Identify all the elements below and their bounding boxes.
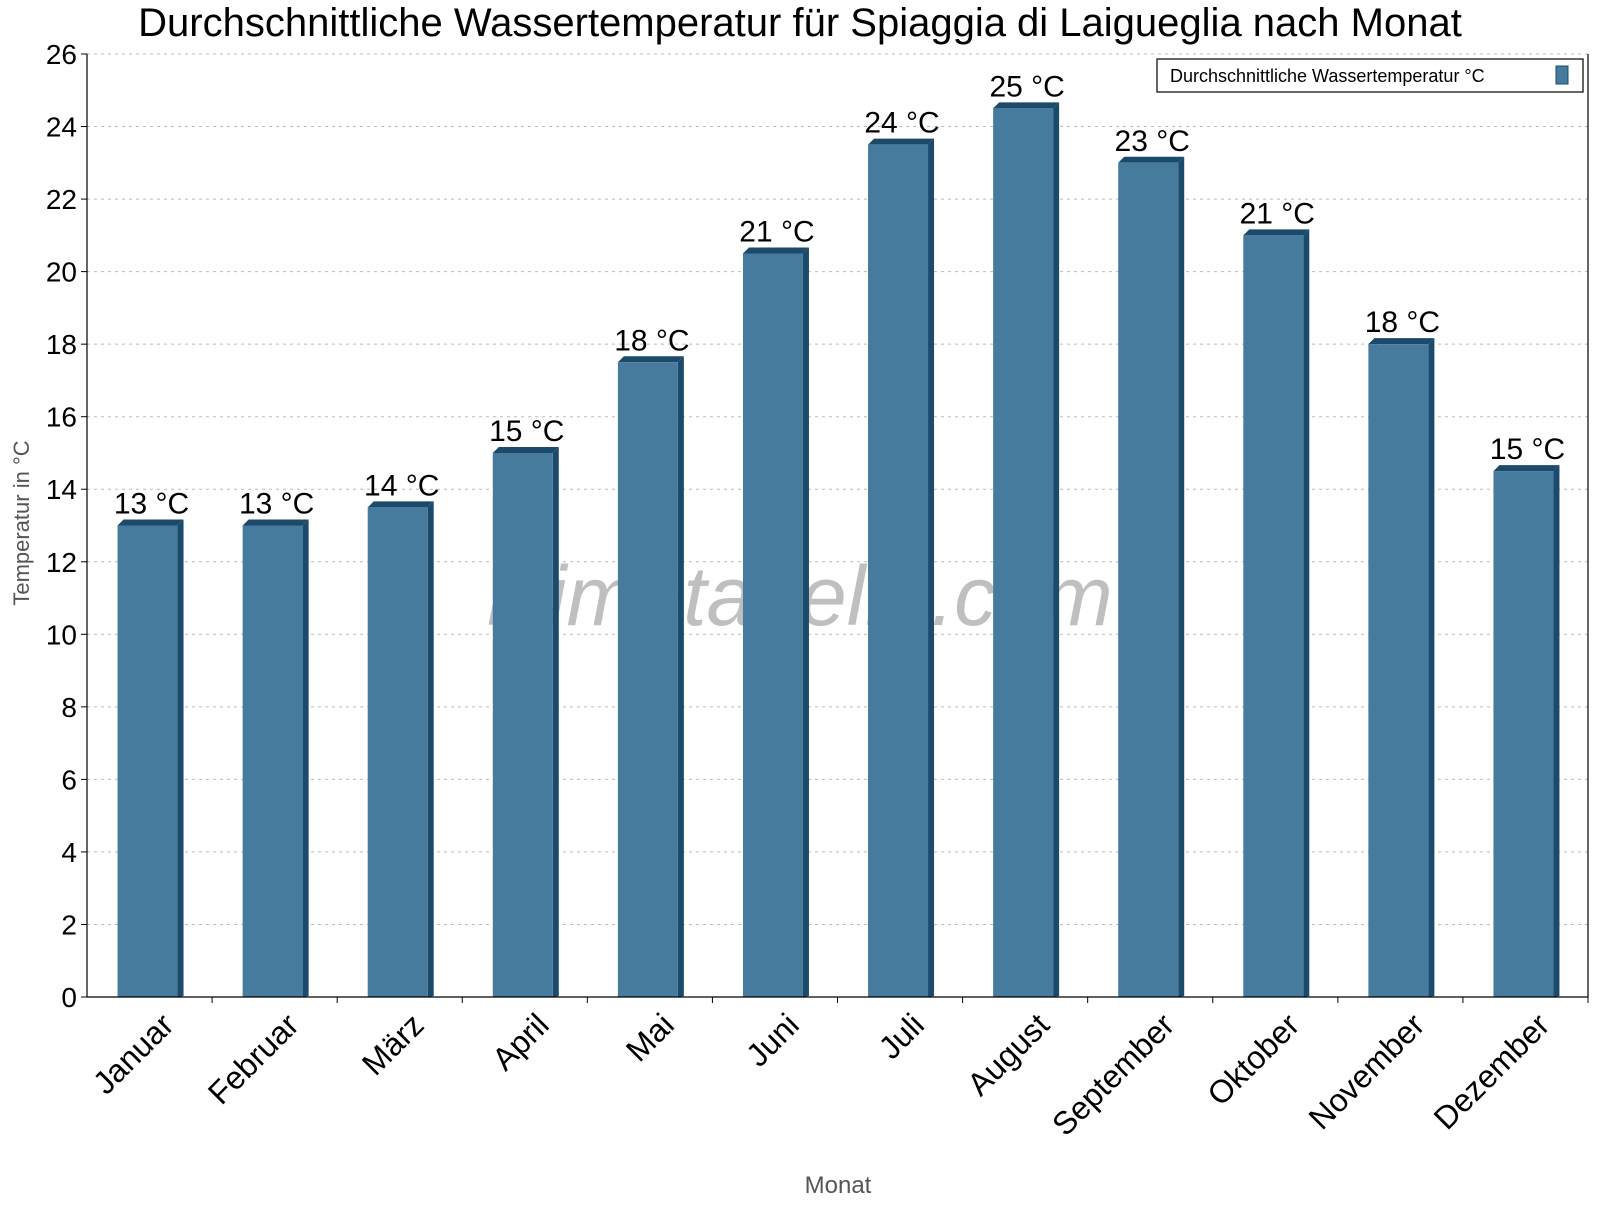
bar-side [1303,229,1310,997]
data-label: 13 °C [114,488,189,521]
data-label: 24 °C [864,107,939,140]
bar-top [1118,156,1185,163]
bar-side [1428,338,1435,998]
data-label: 21 °C [1240,197,1315,230]
bar-top [1368,338,1435,345]
bar-top [1243,229,1310,236]
bar [617,362,678,997]
data-label: 15 °C [489,415,564,448]
bar [868,144,929,997]
y-tick-label: 10 [46,619,77,650]
bar [1368,344,1429,998]
legend-label: Durchschnittliche Wassertemperatur °C [1170,66,1485,86]
y-tick-label: 12 [46,547,77,578]
y-tick-label: 22 [46,184,77,215]
x-axis-label: Monat [805,1172,872,1199]
bar-side [427,501,434,997]
bar-side [1553,465,1560,997]
bar-side [677,356,684,997]
bar-side [177,519,184,997]
y-tick-label: 4 [61,837,77,868]
y-tick-label: 14 [46,474,77,505]
bar-top [742,247,809,254]
bar-top [117,519,184,526]
y-tick-label: 18 [46,329,77,360]
bar-top [617,356,684,363]
bar-top [1493,465,1560,472]
data-label: 18 °C [614,324,689,357]
y-tick-label: 0 [61,982,77,1013]
bar-top [868,138,935,145]
legend-swatch [1555,65,1569,85]
bar [1118,162,1179,998]
y-tick-label: 20 [46,257,77,288]
y-axis-label: Temperatur in °C [9,440,34,605]
bar-side [302,519,309,997]
bar-side [1053,102,1060,997]
bar [1493,471,1554,997]
chart-title: Durchschnittliche Wassertemperatur für S… [138,1,1462,45]
x-tick-label: April [485,1006,556,1077]
x-tick-label: Februar [201,1006,306,1111]
legend: Durchschnittliche Wassertemperatur °C [1156,58,1584,93]
x-tick-label: März [355,1006,431,1082]
bar [492,452,553,997]
data-label: 18 °C [1365,306,1440,339]
bar [242,525,303,997]
data-label: 13 °C [239,488,314,521]
bar-top [242,519,309,526]
x-tick-label: November [1301,1006,1431,1136]
x-tick-label: Mai [619,1006,681,1068]
bar-top [492,446,559,453]
y-tick-label: 2 [61,909,77,940]
x-tick-label: Januar [86,1006,181,1101]
bar [993,108,1054,997]
bar-top [367,501,434,508]
y-tick-label: 24 [46,112,77,143]
bar-side [552,446,559,997]
x-tick-label: Dezember [1427,1006,1557,1136]
bar-side [1178,156,1185,998]
bar-side [802,247,809,997]
bar-top [993,102,1060,109]
y-tick-label: 6 [61,764,77,795]
data-label: 15 °C [1490,433,1565,466]
y-tick-label: 8 [61,692,77,723]
x-tick-label: Juli [872,1006,931,1065]
bar [117,525,178,997]
data-label: 21 °C [739,215,814,248]
bar [742,253,803,997]
bar [367,507,428,997]
data-label: 23 °C [1115,125,1190,158]
x-tick-label: August [960,1006,1056,1102]
x-tick-label: Oktober [1200,1006,1306,1112]
x-tick-label: September [1045,1006,1181,1142]
bar [1243,235,1304,997]
data-label: 25 °C [989,70,1064,103]
data-label: 14 °C [364,469,439,502]
x-tick-label: Juni [739,1006,806,1073]
y-tick-label: 26 [46,39,77,70]
y-tick-label: 16 [46,402,77,433]
bar-side [928,138,935,997]
